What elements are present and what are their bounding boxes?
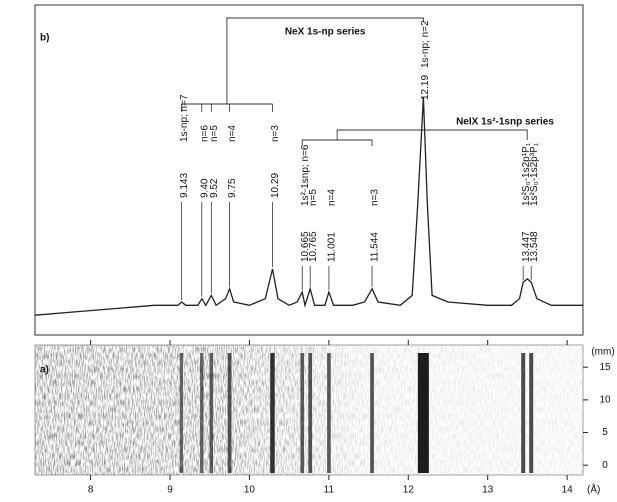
spectral-streak <box>308 353 313 473</box>
spectral-streak <box>327 353 331 473</box>
spectral-streak <box>209 353 214 473</box>
y-tick-label: 5 <box>602 427 608 438</box>
x-tick-label: 12 <box>403 485 415 496</box>
transition-label: n=4 <box>227 125 238 142</box>
line-label: 10.665 <box>300 231 311 262</box>
y-tick-label: 10 <box>599 395 611 406</box>
bracket <box>181 17 424 105</box>
y-axis-label: (mm) <box>591 347 614 358</box>
line-label: 9.75 <box>227 178 238 198</box>
line-label: 13.447 <box>521 231 532 262</box>
line-label: 9.40 <box>199 178 210 198</box>
panel-b-frame <box>34 4 584 336</box>
transition-label: 1s²S₀-1s2p³P₁ <box>529 142 540 206</box>
bracket <box>301 129 528 146</box>
panel-label: b) <box>40 33 49 44</box>
transition-label: 1s-np; n=2 <box>420 20 431 68</box>
transition-label: 1s-np; n=7 <box>179 94 190 142</box>
spectral-streak <box>300 353 305 473</box>
panel-label: a) <box>40 365 49 376</box>
x-tick-label: 10 <box>244 485 256 496</box>
spectral-streak <box>521 353 526 473</box>
y-tick-label: 15 <box>599 362 611 373</box>
transition-label: n=5 <box>308 189 319 206</box>
transition-label: n=4 <box>327 189 338 206</box>
transition-label: n=3 <box>270 125 281 142</box>
x-tick-label: 11 <box>324 485 335 496</box>
spectral-streak <box>200 353 204 473</box>
x-axis-label: (Å) <box>587 483 600 496</box>
streaks <box>179 353 534 473</box>
x-tick-label: 13 <box>482 485 494 496</box>
spectral-streak <box>179 353 183 473</box>
x-tick-label: 9 <box>167 485 173 496</box>
line-label: 9.52 <box>209 178 220 198</box>
spectral-streak <box>270 353 275 473</box>
transition-label: n=3 <box>370 189 381 206</box>
line-label: 10.765 <box>308 231 319 262</box>
y-tick-label: 0 <box>602 460 608 471</box>
line-label: 11.001 <box>327 232 338 262</box>
line-label: 10.29 <box>270 173 281 198</box>
x-tick-label: 8 <box>88 485 94 496</box>
series-label: NeX 1s-np series <box>285 27 366 38</box>
x-tick-label: 14 <box>562 485 574 496</box>
panel-a-frame <box>34 344 584 476</box>
series-label: NeIX 1s²-1snp series <box>456 117 554 128</box>
line-label: 11.544 <box>370 232 381 262</box>
transition-label: 1s²-1snp; n=6 <box>300 144 311 206</box>
line-label: 9.143 <box>179 173 190 198</box>
spectral-streak <box>529 353 534 473</box>
spectral-streak <box>227 353 232 473</box>
transition-label: 1s²S₀-1s2p¹P₁ <box>521 142 532 206</box>
line-label: 13.548 <box>529 231 540 262</box>
spectral-streak <box>370 353 374 473</box>
spectral-streak <box>417 353 429 473</box>
transition-label: n=6 <box>199 125 210 142</box>
line-label: 12.19 <box>420 75 431 100</box>
spectrum-line <box>34 97 583 316</box>
transition-label: n=5 <box>209 125 220 142</box>
